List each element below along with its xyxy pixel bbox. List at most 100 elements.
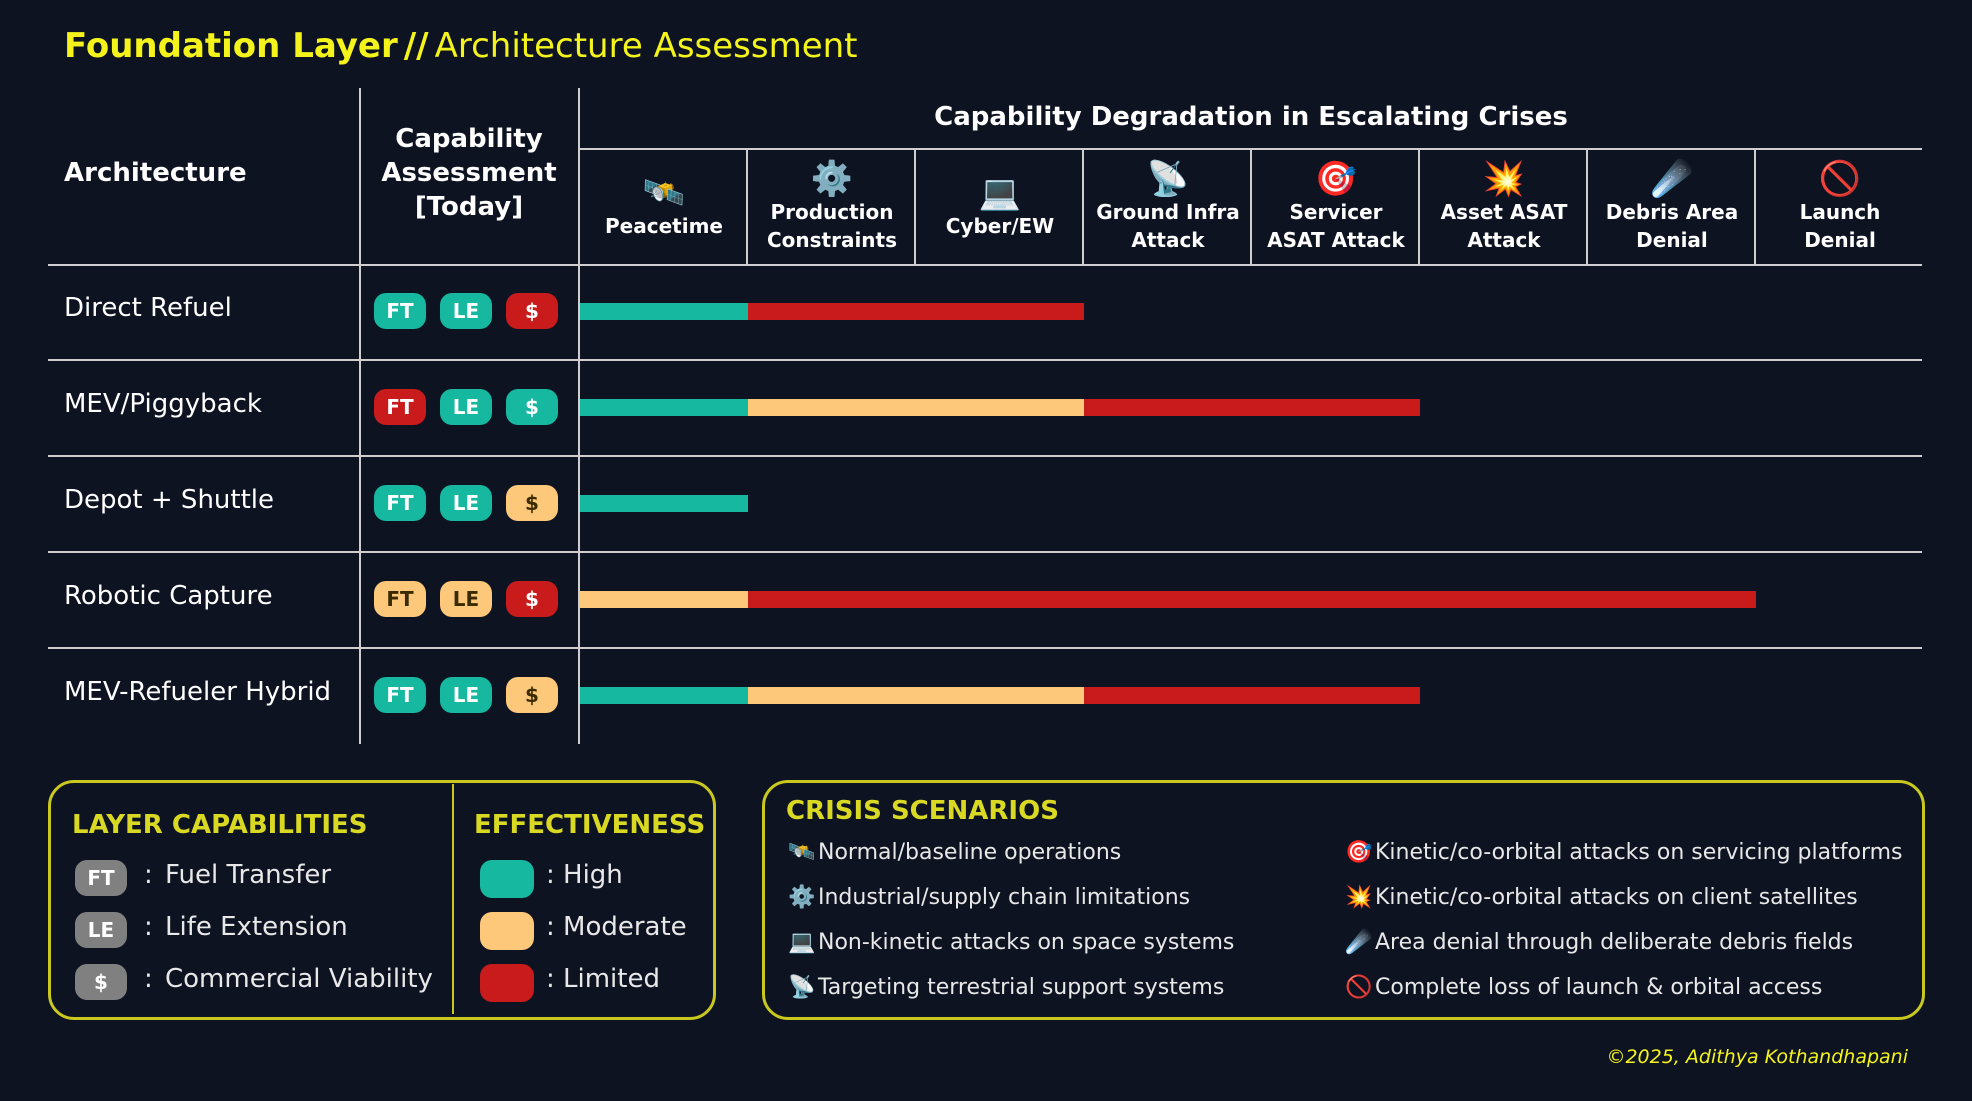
architecture-label: Depot + Shuttle [64, 485, 275, 515]
degradation-bar-segment [748, 687, 916, 704]
capability-badge: $ [506, 677, 558, 713]
capability-badge: LE [440, 485, 492, 521]
crisis-column-header: 💻 Cyber/EW [916, 150, 1084, 264]
crisis-column-label: Launch Denial [1799, 200, 1881, 252]
grid-divider [1586, 148, 1588, 264]
architecture-label: Robotic Capture [64, 581, 273, 611]
degradation-bar-segment [916, 687, 1084, 704]
capability-badge: FT [374, 677, 426, 713]
crisis-column-label: Ground Infra Attack [1096, 200, 1240, 252]
legend-swatch [480, 860, 534, 898]
capability-badge: LE [440, 389, 492, 425]
grid-divider [914, 148, 916, 264]
crisis-column-label: Peacetime [605, 214, 723, 238]
capability-badge: $ [506, 581, 558, 617]
crisis-scenario-item: 🚫 Complete loss of launch & orbital acces… [1345, 975, 1822, 1000]
architecture-label: MEV-Refueler Hybrid [64, 677, 332, 707]
crisis-scenario-item: 📡 Targeting terrestrial support systems [788, 975, 1224, 1000]
degradation-bar-segment [1084, 399, 1252, 416]
legend-effectiveness-text: : Moderate [546, 912, 687, 942]
legend-capability-badge: $ [75, 964, 127, 1000]
crisis-scenarios-title: CRISIS SCENARIOS [786, 796, 1059, 826]
scenario-icon: ⚙️ [788, 885, 816, 910]
architecture-label: Direct Refuel [64, 293, 232, 323]
legend-capability-text: Life Extension [165, 912, 348, 942]
degradation-bar-segment [748, 399, 916, 416]
degradation-bar-segment [580, 495, 748, 512]
grid-divider [48, 647, 1922, 649]
capability-badge: $ [506, 485, 558, 521]
degradation-bar-segment [580, 591, 748, 608]
crisis-column-header: ☄️ Debris Area Denial [1588, 150, 1756, 264]
capability-badge: LE [440, 293, 492, 329]
scenario-icon: ☄️ [1345, 930, 1373, 955]
crisis-column-label: Asset ASAT Attack [1440, 200, 1568, 252]
legend-separator: : [144, 964, 153, 994]
effectiveness-title: EFFECTIVENESS [474, 810, 706, 840]
degradation-bar-segment [1588, 591, 1756, 608]
crisis-column-header: 💥 Asset ASAT Attack [1420, 150, 1588, 264]
degradation-bar-segment [748, 591, 916, 608]
crisis-scenario-item: 💥 Kinetic/co-orbital attacks on client sa… [1345, 885, 1858, 910]
grid-divider [1418, 148, 1420, 264]
scenario-icon: 🛰️ [788, 840, 816, 865]
credit: ©2025, Adithya Kothandhapani [1606, 1046, 1908, 1068]
scenario-text: Complete loss of launch & orbital access [1375, 975, 1823, 1000]
degradation-bar-segment [1252, 399, 1420, 416]
legend-separator: : [144, 912, 153, 942]
legend-separator: : [144, 860, 153, 890]
degradation-bar-segment [748, 303, 916, 320]
architecture-label: MEV/Piggyback [64, 389, 262, 419]
grid-divider [578, 88, 580, 744]
crisis-header: Capability Degradation in Escalating Cri… [934, 102, 1568, 132]
legend-capability-badge: FT [75, 860, 127, 896]
crisis-column-header: 🛰️ Peacetime [580, 150, 748, 264]
scenario-text: Normal/baseline operations [818, 840, 1122, 865]
legend-panel [48, 780, 716, 1020]
grid-divider [359, 88, 361, 744]
legend-capability-text: Fuel Transfer [165, 860, 332, 890]
legend-swatch [480, 912, 534, 950]
legend-swatch [480, 964, 534, 1002]
grid-divider [48, 264, 1922, 266]
degradation-bar-segment [1252, 687, 1420, 704]
scenario-text: Kinetic/co-orbital attacks on servicing … [1375, 840, 1903, 865]
crisis-icon: 📡 [1146, 159, 1190, 199]
scenario-icon: 🎯 [1345, 840, 1373, 865]
capability-header: Capability Assessment [Today] [381, 124, 557, 222]
scenario-text: Industrial/supply chain limitations [818, 885, 1191, 910]
crisis-scenarios-panel [762, 780, 1925, 1020]
legend-divider [452, 784, 454, 1014]
title-separator: // [403, 26, 429, 66]
capability-badge: FT [374, 485, 426, 521]
capability-badge: $ [506, 293, 558, 329]
legend-capability-text: Commercial Viability [165, 964, 433, 994]
scenario-icon: 🚫 [1345, 975, 1373, 1000]
crisis-icon: 💥 [1482, 159, 1526, 199]
scenario-text: Area denial through deliberate debris fi… [1375, 930, 1854, 955]
capability-badge: LE [440, 677, 492, 713]
crisis-column-header: 🎯 Servicer ASAT Attack [1252, 150, 1420, 264]
architecture-header: Architecture [64, 158, 247, 188]
degradation-bar-segment [916, 591, 1084, 608]
capability-badge: FT [374, 293, 426, 329]
grid-divider [48, 359, 1922, 361]
title-rest: Architecture Assessment [434, 26, 858, 66]
legend-effectiveness-text: : High [546, 860, 623, 890]
crisis-icon: ⚙️ [810, 159, 854, 199]
degradation-bar-segment [580, 303, 748, 320]
scenario-text: Targeting terrestrial support systems [818, 975, 1225, 1000]
legend-effectiveness-text: : Limited [546, 964, 660, 994]
degradation-bar-segment [916, 399, 1084, 416]
scenario-icon: 💥 [1345, 885, 1373, 910]
crisis-icon: 🚫 [1818, 159, 1862, 199]
crisis-column-label: Production Constraints [766, 200, 898, 252]
crisis-icon: ☄️ [1650, 159, 1694, 199]
grid-divider [746, 148, 748, 264]
crisis-scenario-item: 🛰️ Normal/baseline operations [788, 840, 1121, 865]
capability-badge: $ [506, 389, 558, 425]
page-title: Foundation Layer//Architecture Assessmen… [64, 26, 858, 66]
grid-divider [1082, 148, 1084, 264]
title-bold: Foundation Layer [64, 26, 398, 66]
crisis-column-header: 📡 Ground Infra Attack [1084, 150, 1252, 264]
